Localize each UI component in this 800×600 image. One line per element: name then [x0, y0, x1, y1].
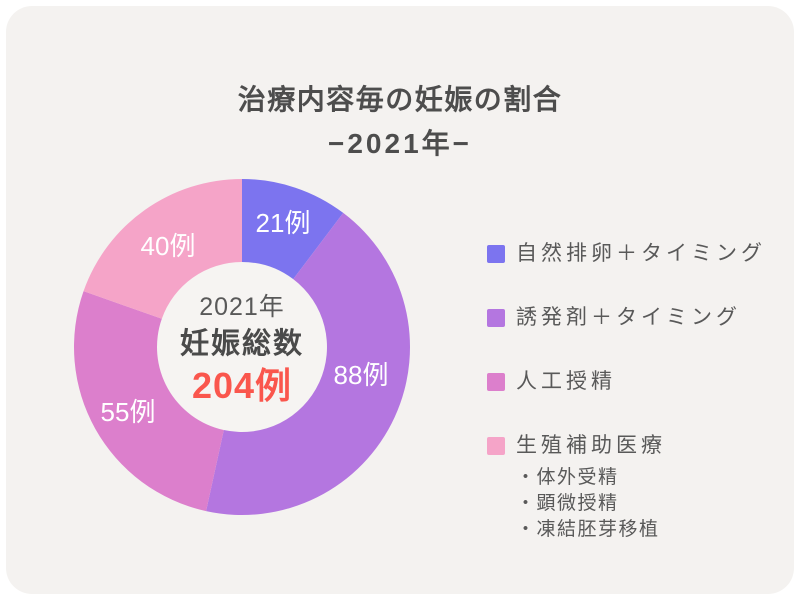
legend-label: 誘発剤＋タイミング: [516, 306, 741, 329]
legend-swatch: [487, 245, 505, 263]
legend-subitem: ・凍結胚芽移植: [516, 519, 660, 540]
donut-hole: [157, 262, 327, 432]
legend-swatch: [487, 309, 505, 327]
donut-center-text: 2021年 妊娠総数 204例: [132, 290, 352, 408]
legend-subitem: ・顕微授精: [516, 493, 619, 514]
segment-value-label: 88例: [334, 360, 389, 390]
legend-item: 自然排卵＋タイミング: [487, 242, 787, 266]
legend-entry: 自然排卵＋タイミング: [487, 242, 787, 266]
chart-legend: 自然排卵＋タイミング 誘発剤＋タイミング 人工授精 生殖補助医療 ・体外受精 ・顕微授精・…: [487, 242, 787, 583]
legend-entry: 生殖補助医療 ・体外受精・顕微授精・凍結胚芽移植: [487, 434, 787, 543]
segment-value-label: 40例: [141, 231, 196, 261]
legend-sublist: ・体外受精・顕微授精・凍結胚芽移植: [487, 465, 787, 543]
legend-item: 人工授精: [487, 370, 787, 394]
legend-item: 生殖補助医療: [487, 434, 787, 458]
chart-title-block: 治療内容毎の妊娠の割合 −2021年−: [0, 78, 800, 166]
donut-center-year: 2021年: [199, 293, 285, 321]
donut-center-label: 妊娠総数: [179, 328, 304, 360]
donut-center-total: 204例: [191, 365, 293, 406]
legend-entry: 誘発剤＋タイミング: [487, 306, 787, 330]
legend-swatch: [487, 437, 505, 455]
legend-swatch: [487, 373, 505, 391]
donut-chart: 21例 88例 55例 40例: [73, 179, 411, 515]
legend-item: 誘発剤＋タイミング: [487, 306, 787, 330]
donut-segment-1: [242, 179, 344, 280]
legend-subitem: ・体外受精: [516, 467, 619, 488]
donut-segment-3: [73, 291, 224, 512]
donut-segment-2: [206, 212, 411, 515]
chart-subtitle-year: −2021年−: [328, 128, 472, 159]
donut-segment-4: [83, 179, 242, 319]
chart-title: 治療内容毎の妊娠の割合: [237, 84, 563, 115]
segment-value-label: 55例: [101, 397, 156, 427]
legend-label: 自然排卵＋タイミング: [516, 242, 766, 265]
legend-label: 生殖補助医療: [516, 434, 666, 457]
legend-label: 人工授精: [516, 370, 616, 393]
legend-entry: 人工授精: [487, 370, 787, 394]
segment-value-label: 21例: [256, 208, 311, 238]
